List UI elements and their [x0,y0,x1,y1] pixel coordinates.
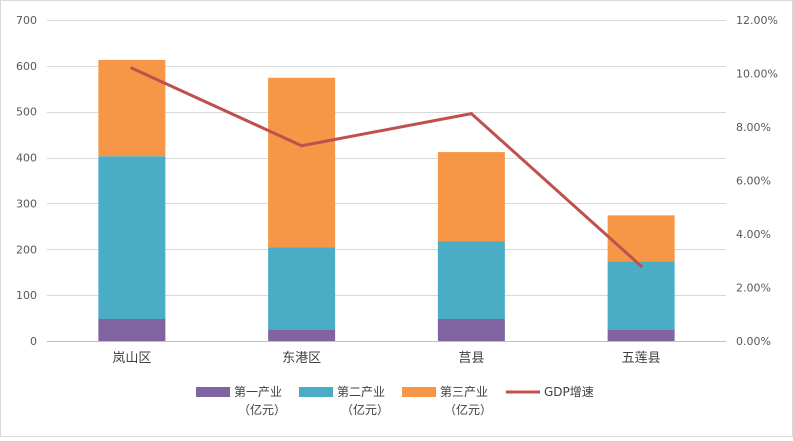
legend-label: GDP增速 [544,385,594,399]
bar-segment [268,329,336,341]
bar-segment [98,318,166,341]
bar-segment [437,241,505,319]
line-point [130,66,134,70]
bar-segment [98,59,166,157]
left-axis-tick-label: 500 [16,106,37,119]
right-y-axis: 0.00% 2.00% 4.00% 6.00% 8.00% 10.00% 12.00% [736,14,778,348]
legend-label: 第二产业 [337,385,385,399]
gdp-growth-line [130,66,643,268]
right-axis-tick-label: 2.00% [736,282,771,295]
bar-segment [607,215,675,262]
right-axis-tick-label: 4.00% [736,228,771,241]
x-axis: 岚山区 东港区 莒县 五莲县 [112,351,660,366]
bar-segment [98,156,166,319]
left-axis-tick-label: 0 [30,335,37,348]
right-axis-tick-label: 0.00% [736,335,771,348]
category-label: 莒县 [458,351,484,366]
legend-label-unit: （亿元） [238,402,286,417]
bar-segment [437,318,505,341]
bar-segment [437,152,505,242]
line-path [130,66,643,268]
legend-label-unit: （亿元） [341,402,389,417]
left-axis-tick-label: 300 [16,197,37,210]
legend-label: 第一产业 [234,385,282,399]
right-axis-tick-label: 12.00% [736,14,778,27]
legend-swatch [196,387,230,397]
left-y-axis: 0 100 200 300 400 500 600 700 [16,14,37,348]
left-axis-tick-label: 200 [16,243,37,256]
left-axis-tick-label: 700 [16,14,37,27]
bar-segment [607,329,675,341]
line-point [639,264,643,268]
legend: 第一产业 （亿元） 第二产业 （亿元） 第三产业 （亿元） GDP增速 [196,385,594,417]
stacked-bars [98,59,675,341]
right-axis-tick-label: 10.00% [736,68,778,81]
category-label: 东港区 [282,351,321,366]
category-label: 五莲县 [622,351,661,366]
legend-swatch [299,387,333,397]
legend-label: 第三产业 [440,385,488,399]
line-point [300,144,304,148]
bar-segment [268,247,336,330]
left-axis-tick-label: 600 [16,60,37,73]
bar-segment [268,77,336,248]
category-label: 岚山区 [112,351,151,366]
bar-segment [607,261,675,330]
right-axis-tick-label: 6.00% [736,175,771,188]
right-axis-tick-label: 8.00% [736,121,771,134]
legend-label-unit: （亿元） [444,402,492,417]
left-axis-tick-label: 100 [16,289,37,302]
left-axis-tick-label: 400 [16,152,37,165]
legend-swatch [402,387,436,397]
line-point [469,112,473,116]
